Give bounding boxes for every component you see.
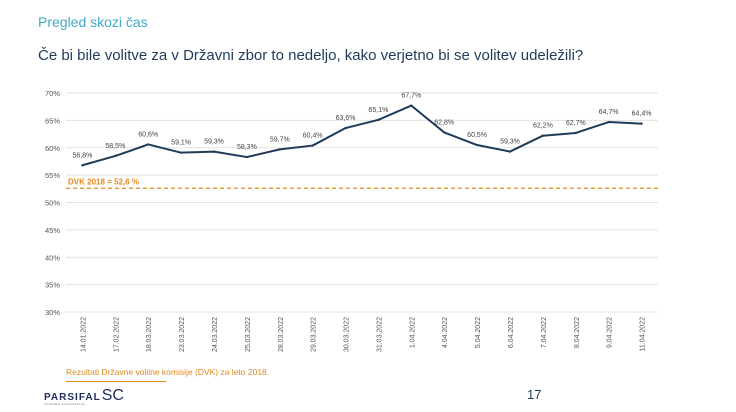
logo-sc-text: SC bbox=[101, 387, 124, 404]
data-label: 60,5% bbox=[467, 132, 487, 139]
data-point bbox=[640, 122, 643, 125]
data-label: 64,7% bbox=[599, 109, 619, 116]
data-label: 67,7% bbox=[401, 93, 421, 100]
data-label: 59,3% bbox=[204, 139, 224, 146]
data-label: 58,5% bbox=[105, 143, 125, 150]
y-tick-label: 60% bbox=[45, 144, 60, 153]
x-tick-label: 1.04.2022 bbox=[409, 317, 416, 348]
data-label: 63,6% bbox=[336, 115, 356, 122]
y-tick-label: 55% bbox=[45, 171, 60, 180]
x-tick-label: 5.04.2022 bbox=[475, 317, 482, 348]
data-point bbox=[541, 134, 545, 137]
data-label: 59,1% bbox=[171, 140, 191, 147]
data-point bbox=[278, 148, 281, 151]
data-point bbox=[607, 120, 610, 124]
y-tick-label: 70% bbox=[45, 89, 60, 98]
reference-line-label: DVK 2018 = 52,6 % bbox=[68, 177, 139, 186]
x-tick-label: 29.03.2022 bbox=[311, 317, 318, 352]
x-tick-label: 4.04.2022 bbox=[442, 317, 449, 348]
x-tick-label: 18.03.2022 bbox=[146, 317, 153, 352]
data-label: 58,3% bbox=[237, 144, 257, 151]
data-point bbox=[311, 144, 314, 147]
y-tick-label: 50% bbox=[45, 199, 60, 208]
data-point bbox=[344, 126, 347, 130]
parsifal-logo: PARSIFAL SC bbox=[44, 387, 124, 405]
y-tick-label: 65% bbox=[45, 116, 60, 125]
data-label: 56,8% bbox=[73, 152, 93, 159]
data-point bbox=[508, 150, 512, 153]
y-tick-label: 35% bbox=[45, 281, 60, 290]
data-label: 62,8% bbox=[434, 119, 454, 126]
footnote-underline bbox=[66, 381, 166, 382]
data-label: 60,4% bbox=[303, 133, 323, 140]
x-tick-label: 23.03.2022 bbox=[179, 317, 186, 352]
data-point bbox=[212, 150, 216, 153]
page-number: 17 bbox=[527, 387, 542, 402]
x-tick-label: 14.01.2022 bbox=[80, 317, 87, 352]
y-tick-label: 30% bbox=[45, 308, 60, 317]
logo-subtitle: strateške komunikacije bbox=[44, 402, 86, 406]
x-tick-label: 11.04.2022 bbox=[640, 317, 647, 352]
x-tick-label: 28.03.2022 bbox=[278, 317, 285, 352]
data-label: 59,7% bbox=[270, 136, 290, 143]
data-point bbox=[410, 104, 413, 107]
series-line bbox=[82, 104, 642, 167]
x-tick-label: 6.04.2022 bbox=[508, 317, 515, 348]
data-point bbox=[245, 155, 249, 159]
logo-main-text: PARSIFAL bbox=[44, 392, 101, 403]
x-tick-label: 30.03.2022 bbox=[344, 317, 351, 352]
y-tick-label: 45% bbox=[45, 226, 60, 235]
x-tick-label: 31.03.2022 bbox=[376, 317, 383, 352]
x-tick-label: 8.04.2022 bbox=[574, 317, 581, 348]
data-point bbox=[81, 164, 84, 167]
x-tick-label: 7.04.2022 bbox=[541, 317, 548, 348]
data-label: 62,7% bbox=[566, 120, 586, 127]
chart-question: Če bi bile volitve za v Državni zbor to … bbox=[38, 47, 584, 64]
data-point bbox=[574, 131, 577, 135]
data-label: 59,3% bbox=[500, 139, 520, 146]
y-tick-label: 40% bbox=[45, 253, 60, 262]
data-point bbox=[475, 143, 479, 147]
data-point bbox=[377, 118, 380, 122]
footnote: Rezultati Državne volilne komisije (DVK)… bbox=[66, 367, 270, 377]
data-label: 65,1% bbox=[369, 107, 389, 114]
x-tick-label: 9.04.2022 bbox=[607, 317, 614, 348]
x-tick-label: 24.03.2022 bbox=[212, 317, 219, 352]
x-tick-label: 25.03.2022 bbox=[245, 317, 252, 352]
data-label: 60,6% bbox=[138, 131, 158, 138]
data-point bbox=[443, 131, 446, 134]
data-point bbox=[114, 154, 117, 158]
section-title: Pregled skozi čas bbox=[38, 14, 148, 30]
data-point bbox=[179, 151, 183, 154]
data-label: 62,2% bbox=[533, 123, 553, 130]
x-tick-label: 17.02.2022 bbox=[113, 317, 120, 352]
data-label: 64,4% bbox=[632, 111, 652, 118]
data-point bbox=[147, 143, 150, 146]
